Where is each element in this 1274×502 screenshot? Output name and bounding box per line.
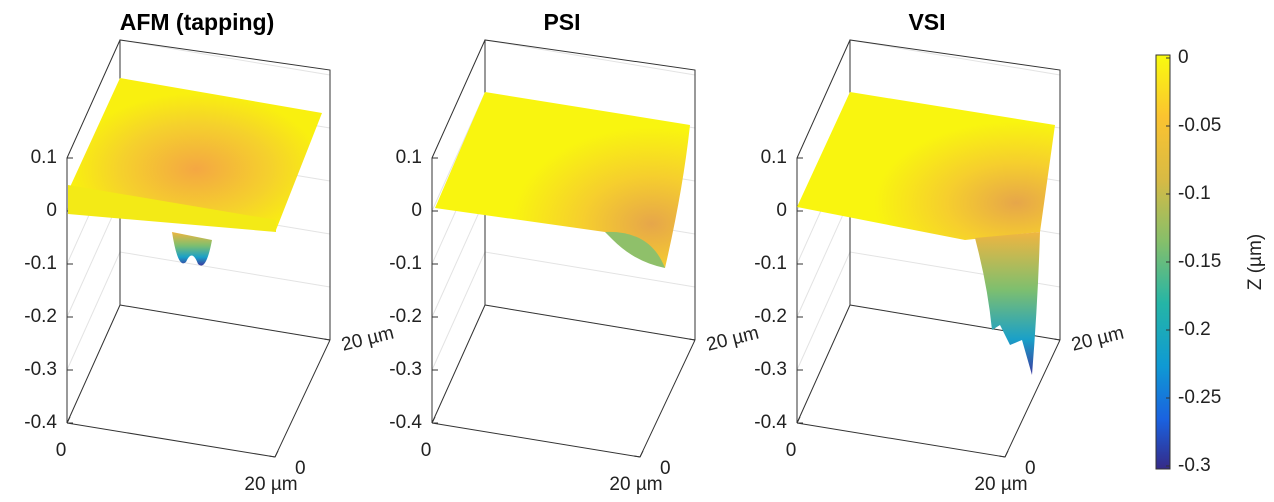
z-tick-label: 0.1 xyxy=(396,147,422,168)
surface xyxy=(70,78,322,230)
x-tick xyxy=(66,416,71,424)
colorbar-tick-label: -0.05 xyxy=(1178,115,1221,136)
colorbar-tick-label: -0.15 xyxy=(1178,251,1221,272)
z-tick-label: -0.3 xyxy=(389,359,422,380)
y-tick-label: 0 xyxy=(1025,458,1036,479)
y-tick-label: 20 µm xyxy=(1069,322,1126,355)
grid-line xyxy=(66,304,331,424)
z-tick-label: 0 xyxy=(46,200,57,221)
y-tick-label: 20 µm xyxy=(704,322,761,355)
z-tick-label: -0.1 xyxy=(24,253,57,274)
z-tick-label: 0.1 xyxy=(761,147,787,168)
y-tick xyxy=(688,338,696,341)
y-tick xyxy=(1053,338,1061,341)
grid-line xyxy=(66,251,331,371)
z-tick-label: -0.4 xyxy=(754,412,787,433)
y-tick xyxy=(268,455,276,458)
surface xyxy=(975,232,1040,375)
colorbar: 0 -0.05 -0.1 -0.15 -0.2 -0.25 -0.3 Z (µm) xyxy=(1155,47,1266,476)
x-tick-label: 0 xyxy=(56,440,67,461)
x-tick-label: 20 µm xyxy=(244,474,297,495)
x-tick-label: 0 xyxy=(786,440,797,461)
y-tick xyxy=(633,455,641,458)
z-tick-label: -0.2 xyxy=(389,306,422,327)
colorbar-tick-label: -0.2 xyxy=(1178,319,1211,340)
surface xyxy=(605,231,665,268)
y-tick-label: 0 xyxy=(295,458,306,479)
z-tick-label: 0 xyxy=(776,200,787,221)
grid-line xyxy=(431,251,696,371)
x-tick-label: 20 µm xyxy=(609,474,662,495)
z-tick-label: -0.2 xyxy=(24,306,57,327)
z-tick-label: 0.1 xyxy=(31,147,57,168)
panel-title: AFM (tapping) xyxy=(120,9,275,35)
surface xyxy=(68,185,276,232)
y-tick-label: 20 µm xyxy=(339,322,396,355)
colorbar-tick-label: -0.25 xyxy=(1178,387,1221,408)
x-tick-label: 0 xyxy=(421,440,432,461)
x-tick xyxy=(796,416,801,424)
x-tick xyxy=(1004,450,1009,458)
z-tick-label: -0.3 xyxy=(24,359,57,380)
z-tick-label: -0.4 xyxy=(389,412,422,433)
x-tick-label: 20 µm xyxy=(974,474,1027,495)
panel-title: PSI xyxy=(543,9,580,35)
z-tick-label: -0.4 xyxy=(24,412,57,433)
z-tick-label: -0.1 xyxy=(754,253,787,274)
y-tick-label: 0 xyxy=(660,458,671,479)
surface xyxy=(435,92,690,268)
grid-line xyxy=(431,304,696,424)
x-tick xyxy=(274,450,279,458)
z-tick-label: -0.2 xyxy=(754,306,787,327)
y-tick xyxy=(998,455,1006,458)
z-tick-label: -0.1 xyxy=(389,253,422,274)
y-tick xyxy=(323,338,331,341)
colorbar-tick-label: 0 xyxy=(1178,47,1189,68)
surface xyxy=(172,232,212,266)
surface xyxy=(797,92,1055,240)
colorbar-tick-label: -0.3 xyxy=(1178,455,1211,476)
x-tick xyxy=(431,416,436,424)
z-tick-label: 0 xyxy=(411,200,422,221)
colorbar-label: Z (µm) xyxy=(1245,234,1266,290)
x-tick xyxy=(639,450,644,458)
z-tick-label: -0.3 xyxy=(754,359,787,380)
panel-title: VSI xyxy=(908,9,945,35)
colorbar-tick-label: -0.1 xyxy=(1178,183,1211,204)
